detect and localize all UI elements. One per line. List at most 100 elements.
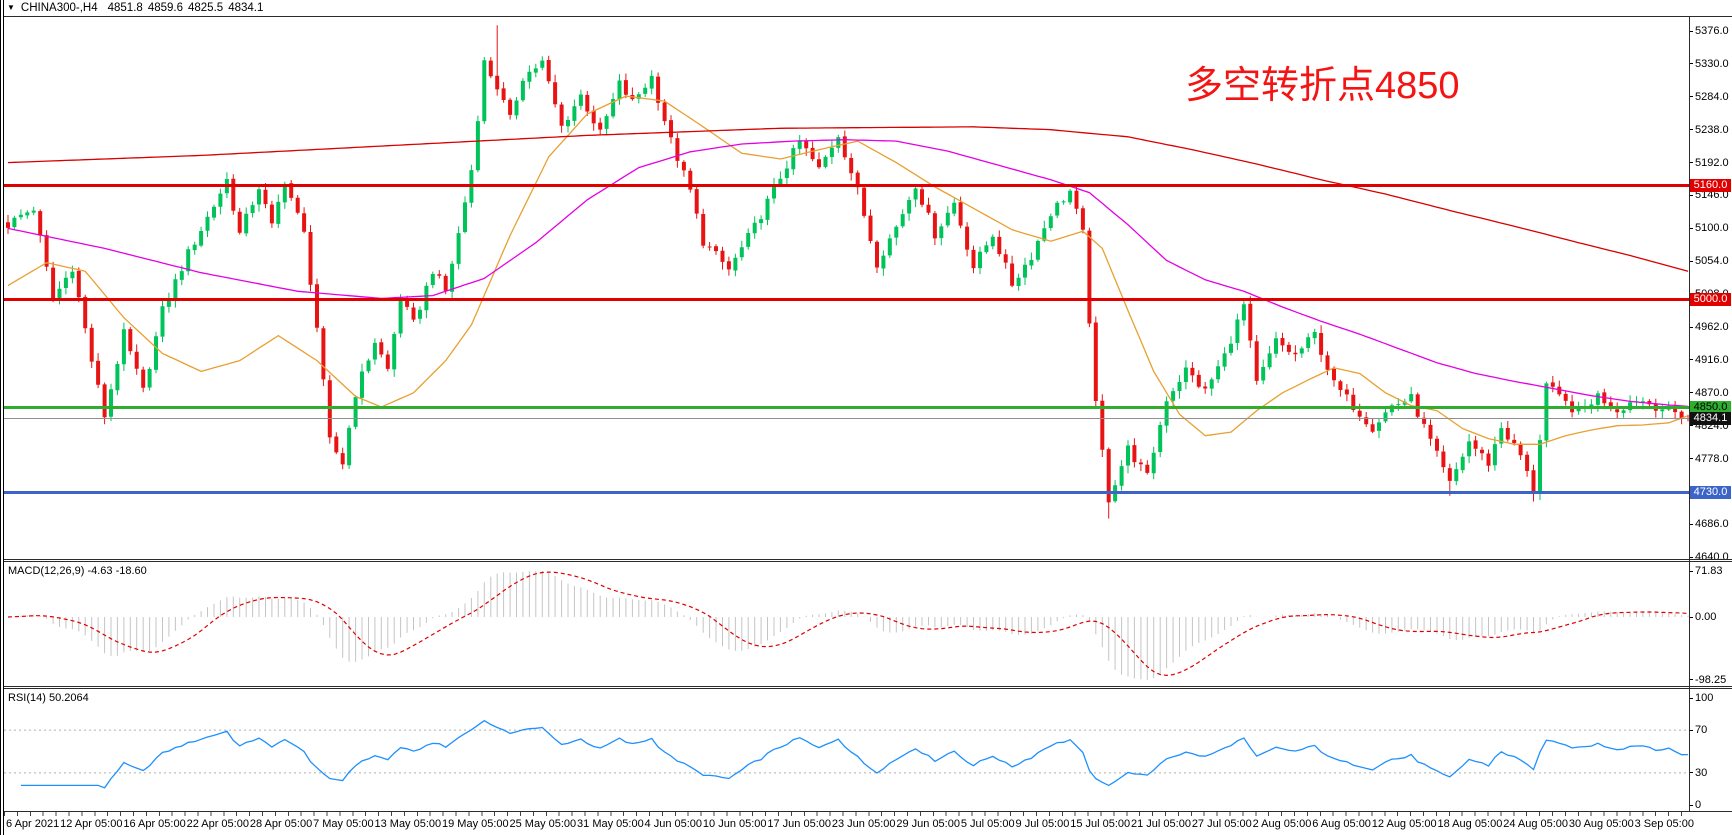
rsi-tick-mark — [1689, 698, 1693, 699]
symbol-timeframe-label: CHINA300-,H4 — [20, 2, 98, 14]
price-level-label[interactable]: 5000.0 — [1690, 293, 1731, 306]
price-level-label[interactable]: 4730.0 — [1690, 486, 1731, 499]
time-axis-label: 6 Apr 2021 — [6, 818, 60, 830]
price-level-line-5000.0[interactable] — [4, 298, 1689, 301]
time-axis-label: 22 Apr 05:00 — [186, 818, 249, 830]
time-axis-label: 15 Jul 05:00 — [1070, 818, 1131, 830]
rsi-tick-mark — [1689, 772, 1693, 773]
time-axis-label: 18 Aug 05:00 — [1437, 818, 1503, 830]
window-left-border — [0, 0, 1, 835]
price-tick-label: 4962.0 — [1695, 321, 1729, 333]
time-axis-label: 10 Jun 05:00 — [702, 818, 767, 830]
price-level-line-4730.0[interactable] — [4, 491, 1689, 494]
rsi-tick-label: 30 — [1695, 767, 1708, 779]
price-tick-mark — [1689, 392, 1693, 393]
time-axis-label: 3 Sep 05:00 — [1634, 818, 1694, 830]
price-tick-mark — [1689, 261, 1693, 262]
panel-border — [4, 688, 1732, 689]
time-axis-label: 6 Aug 05:00 — [1312, 818, 1371, 830]
price-tick-label: 4916.0 — [1695, 354, 1729, 366]
macd-tick-mark — [1689, 679, 1693, 680]
rsi-label: RSI(14) 50.2064 — [8, 692, 89, 704]
price-level-line-4850.0[interactable] — [4, 406, 1689, 409]
rsi-tick-mark — [1689, 805, 1693, 806]
price-tick-label: 4870.0 — [1695, 387, 1729, 399]
price-tick-label: 4686.0 — [1695, 518, 1729, 530]
rsi-tick-label: 0 — [1695, 799, 1702, 811]
time-axis-label: 13 May 05:00 — [374, 818, 442, 830]
time-axis-ticks — [4, 812, 1690, 816]
time-axis-label: 5 Jul 05:00 — [960, 818, 1015, 830]
macd-histogram — [13, 571, 1689, 680]
last-price-line[interactable] — [4, 418, 1689, 419]
panel-border — [4, 686, 1732, 687]
time-axis-label: 12 Apr 05:00 — [60, 818, 123, 830]
macd-label: MACD(12,26,9) -4.63 -18.60 — [8, 565, 147, 577]
time-axis-label: 4 Jun 05:00 — [644, 818, 703, 830]
price-tick-label: 5330.0 — [1695, 58, 1729, 70]
rsi-canvas[interactable] — [4, 689, 1689, 812]
rsi-panel[interactable]: RSI(14) 50.2064 — [4, 689, 1689, 812]
time-axis-label: 29 Jun 05:00 — [896, 818, 960, 830]
price-axis: 5376.0 5330.0 5284.0 5238.0 5192.0 5146.0 5100… — [1689, 16, 1732, 563]
price-tick-mark — [1689, 524, 1693, 525]
macd-canvas[interactable] — [4, 562, 1689, 686]
macd-panel[interactable]: MACD(12,26,9) -4.63 -18.60 — [4, 562, 1689, 686]
window-left-inner-border — [3, 0, 4, 835]
rsi-tick-label: 70 — [1695, 724, 1708, 736]
panel-border — [4, 811, 1732, 812]
macd-tick-label: -98.25 — [1695, 674, 1727, 686]
price-tick-mark — [1689, 129, 1693, 130]
time-axis-label: 31 May 05:00 — [577, 818, 644, 830]
macd-tick-mark — [1689, 617, 1693, 618]
price-level-line-5160.0[interactable] — [4, 184, 1689, 187]
price-level-label[interactable]: 4834.1 — [1690, 412, 1731, 425]
time-axis-label: 24 Aug 05:00 — [1503, 818, 1569, 830]
price-tick-label: 5284.0 — [1695, 91, 1729, 103]
time-axis-label: 23 Jun 05:00 — [831, 818, 896, 830]
price-tick-label: 5238.0 — [1695, 124, 1729, 136]
time-axis-label: 12 Aug 05:00 — [1371, 818, 1437, 830]
price-tick-mark — [1689, 228, 1693, 229]
main-chart-canvas[interactable] — [4, 16, 1689, 560]
price-tick-mark — [1689, 162, 1693, 163]
price-tick-mark — [1689, 425, 1693, 426]
price-tick-mark — [1689, 359, 1693, 360]
macd-tick-label: 0.00 — [1695, 611, 1717, 623]
chart-title: ▼ CHINA300-,H4 4851.8 4859.6 4825.5 4834.1 — [7, 2, 268, 15]
chart-annotation-text: 多空转折点4850 — [1185, 65, 1460, 107]
ma-mid-magenta — [7, 139, 1689, 408]
time-axis-label: 25 May 05:00 — [509, 818, 577, 830]
price-tick-label: 5054.0 — [1695, 255, 1729, 267]
rsi-axis: 100 70 30 0 — [1689, 689, 1732, 812]
axis-separator-line — [1689, 16, 1690, 812]
price-tick-label: 5192.0 — [1695, 157, 1729, 169]
time-axis-label: 27 Jul 05:00 — [1191, 818, 1252, 830]
chart-dropdown-icon[interactable]: ▼ — [7, 3, 15, 12]
rsi-tick-label: 100 — [1695, 692, 1714, 704]
price-tick-label: 5376.0 — [1695, 25, 1729, 37]
price-tick-label: 5100.0 — [1695, 222, 1729, 234]
price-level-label[interactable]: 4850.0 — [1690, 401, 1731, 414]
ma-fast-orange — [7, 95, 1689, 445]
up-candle-wicks — [13, 56, 1670, 503]
macd-signal-line — [7, 571, 1689, 677]
main-price-chart[interactable] — [4, 16, 1689, 560]
time-axis-label: 16 Apr 05:00 — [123, 818, 186, 830]
price-level-label[interactable]: 5160.0 — [1690, 179, 1731, 192]
price-tick-mark — [1689, 195, 1693, 196]
price-tick-mark — [1689, 96, 1693, 97]
macd-tick-label: 71.83 — [1695, 565, 1723, 577]
panel-border — [4, 16, 1732, 17]
time-axis-label: 2 Aug 05:00 — [1252, 818, 1312, 830]
macd-axis: 71.83 0.00 -98.25 — [1689, 562, 1732, 686]
rsi-tick-mark — [1689, 730, 1693, 731]
time-axis-label: 28 Apr 05:00 — [249, 818, 313, 830]
time-axis-label: 30 Aug 05:00 — [1568, 818, 1634, 830]
time-axis-label: 9 Jul 05:00 — [1015, 818, 1070, 830]
time-axis: 6 Apr 2021 12 Apr 05:00 16 Apr 05:00 22 Apr… — [4, 812, 1732, 835]
panel-border — [4, 561, 1732, 562]
macd-tick-mark — [1689, 571, 1693, 572]
ohlc-low: 4825.5 — [188, 2, 224, 14]
